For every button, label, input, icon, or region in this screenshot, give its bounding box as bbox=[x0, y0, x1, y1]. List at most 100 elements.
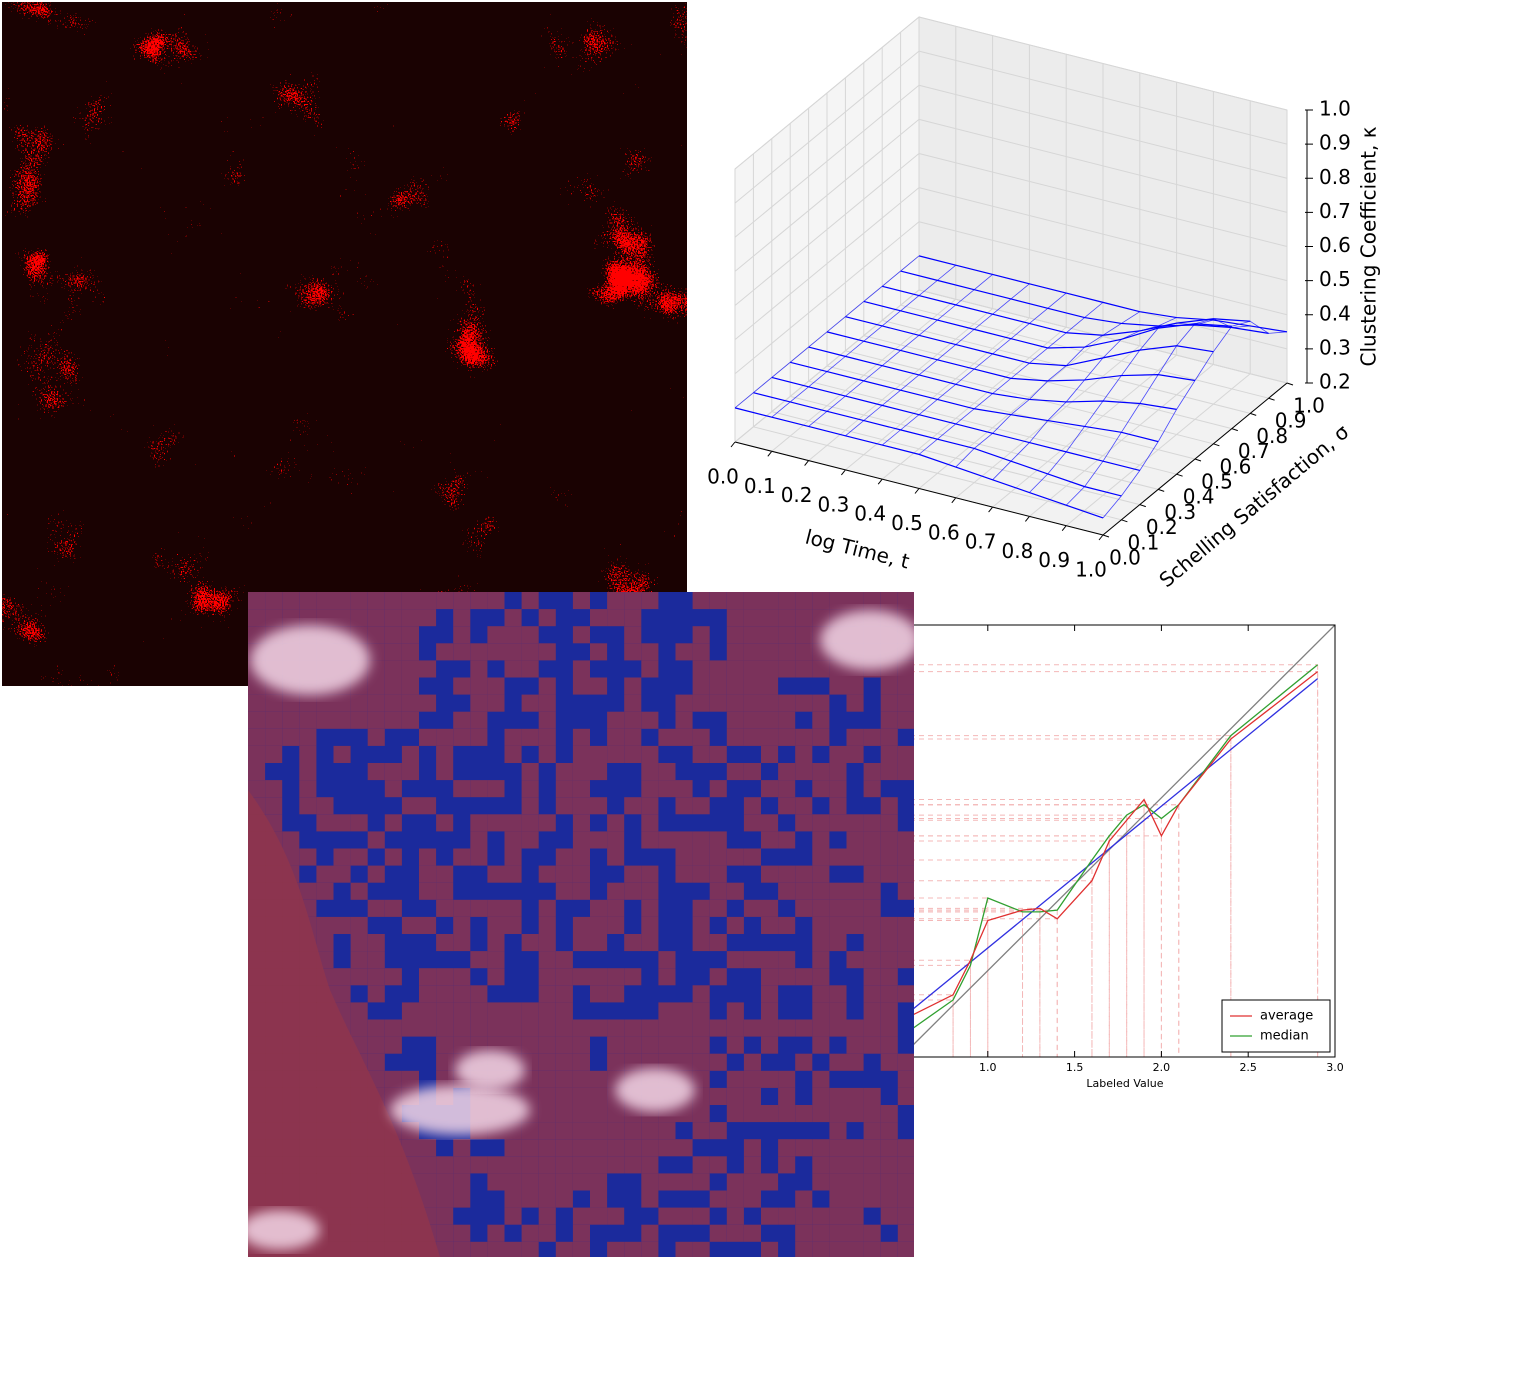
z-tick-label: 0.9 bbox=[1319, 131, 1351, 155]
mask-cell bbox=[248, 1002, 266, 1020]
mask-cell bbox=[726, 1002, 744, 1020]
mask-cell bbox=[248, 677, 266, 695]
mask-cell bbox=[282, 1053, 300, 1071]
mask-cell bbox=[555, 1070, 573, 1088]
mask-cell bbox=[641, 1036, 659, 1054]
grid-line bbox=[734, 50, 920, 204]
mask-cell bbox=[863, 780, 881, 798]
x-tick-label: 3.0 bbox=[1326, 1061, 1344, 1074]
mask-cell bbox=[316, 1122, 334, 1140]
mask-cell bbox=[572, 626, 590, 644]
mask-cell bbox=[846, 728, 864, 746]
mask-cell bbox=[795, 1207, 813, 1225]
mask-cell bbox=[248, 694, 266, 712]
x-tick-label: 0.1 bbox=[744, 474, 776, 498]
mask-cell bbox=[401, 1002, 419, 1020]
mask-cell bbox=[846, 882, 864, 900]
mask-cell bbox=[812, 1019, 830, 1037]
mask-cell bbox=[401, 1070, 419, 1088]
mask-cell bbox=[590, 677, 608, 695]
mask-cell bbox=[333, 609, 351, 627]
mask-cell bbox=[897, 711, 914, 729]
y-tick-label: 0.5 bbox=[1201, 470, 1233, 494]
grid-line bbox=[918, 50, 1288, 145]
mask-cell bbox=[812, 934, 830, 952]
mask-cell bbox=[265, 1053, 283, 1071]
grid-line bbox=[734, 84, 920, 238]
mask-cell bbox=[384, 780, 402, 798]
mask-cell bbox=[538, 1019, 556, 1037]
mask-cell bbox=[880, 694, 898, 712]
mask-cell bbox=[521, 643, 539, 661]
mask-cell bbox=[367, 1241, 385, 1257]
mask-cell bbox=[572, 1156, 590, 1174]
grid-line bbox=[734, 187, 920, 341]
mask-cell bbox=[521, 780, 539, 798]
x-axis bbox=[734, 441, 1104, 536]
x-tick bbox=[841, 469, 846, 476]
mask-cell bbox=[316, 951, 334, 969]
mask-cell bbox=[572, 1070, 590, 1088]
mask-cell bbox=[829, 1002, 847, 1020]
mask-cell bbox=[419, 660, 437, 678]
mask-cell bbox=[401, 677, 419, 695]
mask-cell bbox=[333, 848, 351, 866]
mask-cell bbox=[504, 814, 522, 832]
mask-cell bbox=[726, 677, 744, 695]
mask-cell bbox=[248, 1019, 266, 1037]
mask-cell bbox=[436, 1070, 454, 1088]
mask-cell bbox=[880, 1139, 898, 1157]
mask-cell bbox=[333, 916, 351, 934]
mask-cell bbox=[607, 831, 625, 849]
mask-cell bbox=[521, 1224, 539, 1242]
mask-cell bbox=[897, 694, 914, 712]
mask-cell bbox=[846, 848, 864, 866]
mask-cell bbox=[743, 1224, 761, 1242]
mask-cell bbox=[778, 763, 796, 781]
mask-cell bbox=[384, 643, 402, 661]
mask-cell bbox=[658, 968, 676, 986]
mask-cell bbox=[419, 1207, 437, 1225]
mask-cell bbox=[709, 694, 727, 712]
mask-cell bbox=[709, 848, 727, 866]
mask-cell bbox=[487, 1173, 505, 1191]
mask-cell bbox=[248, 951, 266, 969]
mask-cell bbox=[453, 1156, 471, 1174]
mask-cell bbox=[265, 848, 283, 866]
x-tick bbox=[804, 460, 809, 466]
x-tick bbox=[767, 450, 773, 457]
mask-cell bbox=[436, 1224, 454, 1242]
cloud bbox=[250, 625, 370, 695]
mask-cell bbox=[282, 1122, 300, 1140]
mask-cell bbox=[367, 1087, 385, 1105]
mask-cell bbox=[863, 1036, 881, 1054]
mask-cell bbox=[453, 609, 471, 627]
mask-cell bbox=[743, 677, 761, 695]
mask-cell bbox=[880, 985, 898, 1003]
mask-cell bbox=[367, 865, 385, 883]
mask-cell bbox=[504, 728, 522, 746]
mask-cell bbox=[470, 643, 488, 661]
mask-cell bbox=[795, 1019, 813, 1037]
mask-cell bbox=[316, 934, 334, 952]
mask-cell bbox=[265, 1105, 283, 1123]
mask-cell bbox=[248, 1122, 266, 1140]
mask-cell bbox=[795, 592, 813, 610]
mask-cell bbox=[419, 1173, 437, 1191]
mask-cell bbox=[778, 728, 796, 746]
x-tick bbox=[877, 478, 883, 485]
mask-cell bbox=[538, 1139, 556, 1157]
mask-cell bbox=[265, 831, 283, 849]
grid-line bbox=[753, 426, 1122, 521]
mask-cell bbox=[384, 677, 402, 695]
mask-cell bbox=[829, 1105, 847, 1123]
mask-cell bbox=[436, 899, 454, 917]
mask-cell bbox=[453, 985, 471, 1003]
mask-cell bbox=[641, 797, 659, 815]
grid-line bbox=[918, 187, 1288, 282]
mask-cell bbox=[384, 1019, 402, 1037]
mask-cell bbox=[572, 728, 590, 746]
z-tick-label: 0.2 bbox=[1319, 370, 1351, 394]
mask-cell bbox=[265, 1139, 283, 1157]
mask-cell bbox=[265, 797, 283, 815]
